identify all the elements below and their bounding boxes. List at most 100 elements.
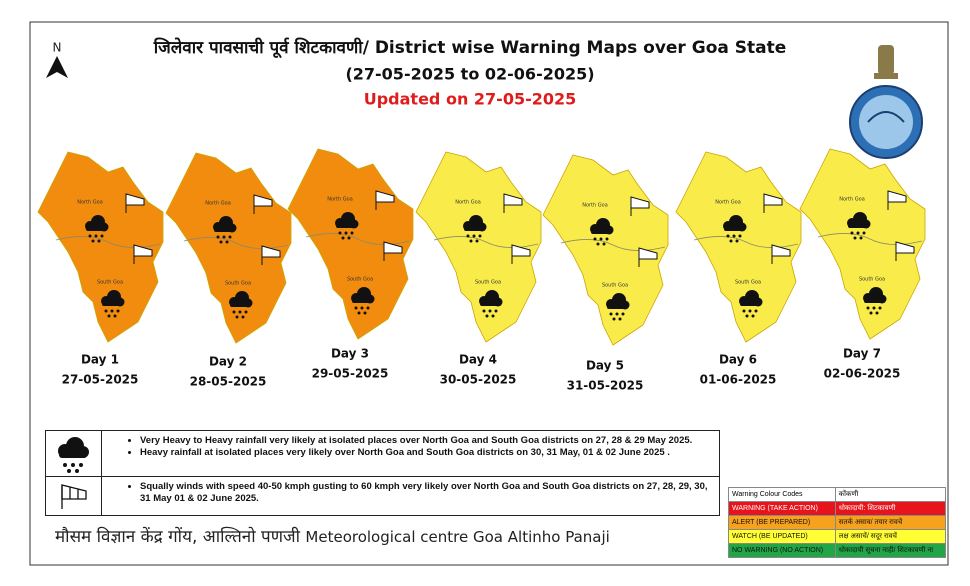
frame [29,21,949,566]
rain-drop [491,314,495,318]
rain-drop [494,309,498,313]
wind-icon [375,190,395,210]
rain-drop [354,306,358,310]
legend-en: WATCH (BE UPDATED) [728,529,836,544]
wind-icon [125,193,145,213]
rain-drop [596,242,600,246]
wind-icon [253,194,273,214]
wind-icon [61,484,87,509]
rain-drop [859,236,863,240]
rain-drop [726,234,730,238]
rain-drop [104,309,108,313]
day-label: Day 7 [843,347,881,361]
cloud-part [336,223,357,228]
rain-drop [729,239,733,243]
wind-sock [638,247,658,260]
day-map: North Goa South Goa [542,154,669,346]
day-label: Day 6 [719,353,757,367]
rain-drop [344,231,348,235]
legend-header-en: Warning Colour Codes [728,487,836,502]
rain-drop [482,309,486,313]
rain-drop [856,231,860,235]
cloud-part [724,226,745,231]
wind-icon [503,193,523,213]
footer-english: Meteorological centre Goa Altinho Panaji [305,528,610,546]
wind-sock [630,196,650,209]
rain-drop [232,310,236,314]
day-map: North Goa South Goa [37,151,164,343]
rain-drop [241,315,245,319]
rain-icon [606,293,630,321]
legend-row: NO WARNING (NO ACTION) धोकादायी सूचना नाह… [728,543,947,558]
district-label: South Goa [347,277,373,283]
rain-drop [91,239,95,243]
footer-hindi: मौसम विज्ञान केंद्र गोंय, आल्तिनो पणजी [55,527,301,547]
legend-row: WATCH (BE UPDATED) लक्ष असाचें/ सदूर रावच… [728,529,947,544]
wind-sock [503,193,523,206]
wind-sock [125,193,145,206]
rain-drop [866,306,870,310]
day-date: 31-05-2025 [567,379,644,393]
wind-sock [771,244,791,257]
rain-drop [878,306,882,310]
rain-drop [341,236,345,240]
rain-drop [618,317,622,321]
district-label: South Goa [602,283,628,289]
wind-icon [383,241,403,261]
rain-drop [478,234,482,238]
rain-drop [219,240,223,244]
wind-icon [763,193,783,213]
legend-kok: सतर्क असाव/ तयार रावचें [834,515,947,530]
legend-row: WARNING (TAKE ACTION) धोकादायी: शिटकावणी [728,501,947,516]
rain-drop [360,306,364,310]
day-date: 30-05-2025 [440,373,517,387]
rain-drop [357,311,361,315]
rain-icon [229,291,253,319]
notes-box: Very Heavy to Heavy rainfall very likely… [45,430,720,516]
wind-icon [771,244,791,264]
district-label: North Goa [327,197,353,203]
rain-drop [615,312,619,316]
legend-en: ALERT (BE PREPARED) [728,515,836,530]
note-row: Very Heavy to Heavy rainfall very likely… [46,431,719,477]
rain-icon [739,290,763,318]
cloud-part [86,226,107,231]
day-date: 28-05-2025 [190,375,267,389]
north-label: N [53,41,62,55]
rain-drop [100,234,104,238]
rain-drop [593,237,597,241]
rain-icon [590,218,614,246]
day-label: Day 3 [331,347,369,361]
rain-drop [363,311,367,315]
district-label: North Goa [455,200,481,206]
wind-icon [638,247,658,267]
wind-icon-cell [46,477,102,515]
rain-drop [97,239,101,243]
rain-drop [609,312,613,316]
rain-drop [869,311,873,315]
day-map: North Goa South Goa [415,151,542,343]
rain-drop [850,231,854,235]
cloud-part [480,301,501,306]
wind-sock [383,241,403,254]
day-map: North Goa South Goa [675,151,802,343]
district-label: North Goa [715,200,741,206]
cloud-part [214,227,235,232]
day-date: 02-06-2025 [824,367,901,381]
day-date: 27-05-2025 [62,373,139,387]
rain-drop [366,306,370,310]
cloud-part [864,298,885,303]
rain-drop [488,309,492,313]
cloud-part [740,301,761,306]
rain-icon-cell [46,431,102,476]
day-map: North Goa South Goa [799,148,926,340]
rain-drop [751,314,755,318]
wind-sock [375,190,395,203]
rain-drop [754,309,758,313]
legend-kok: धोकादायी: शिटकावणी [834,501,947,516]
rain-drop [466,234,470,238]
rain-drop [485,314,489,318]
district-label: South Goa [859,277,885,283]
title: जिलेवार पावसाची पूर्व शिटकावणी/ District… [153,37,787,59]
